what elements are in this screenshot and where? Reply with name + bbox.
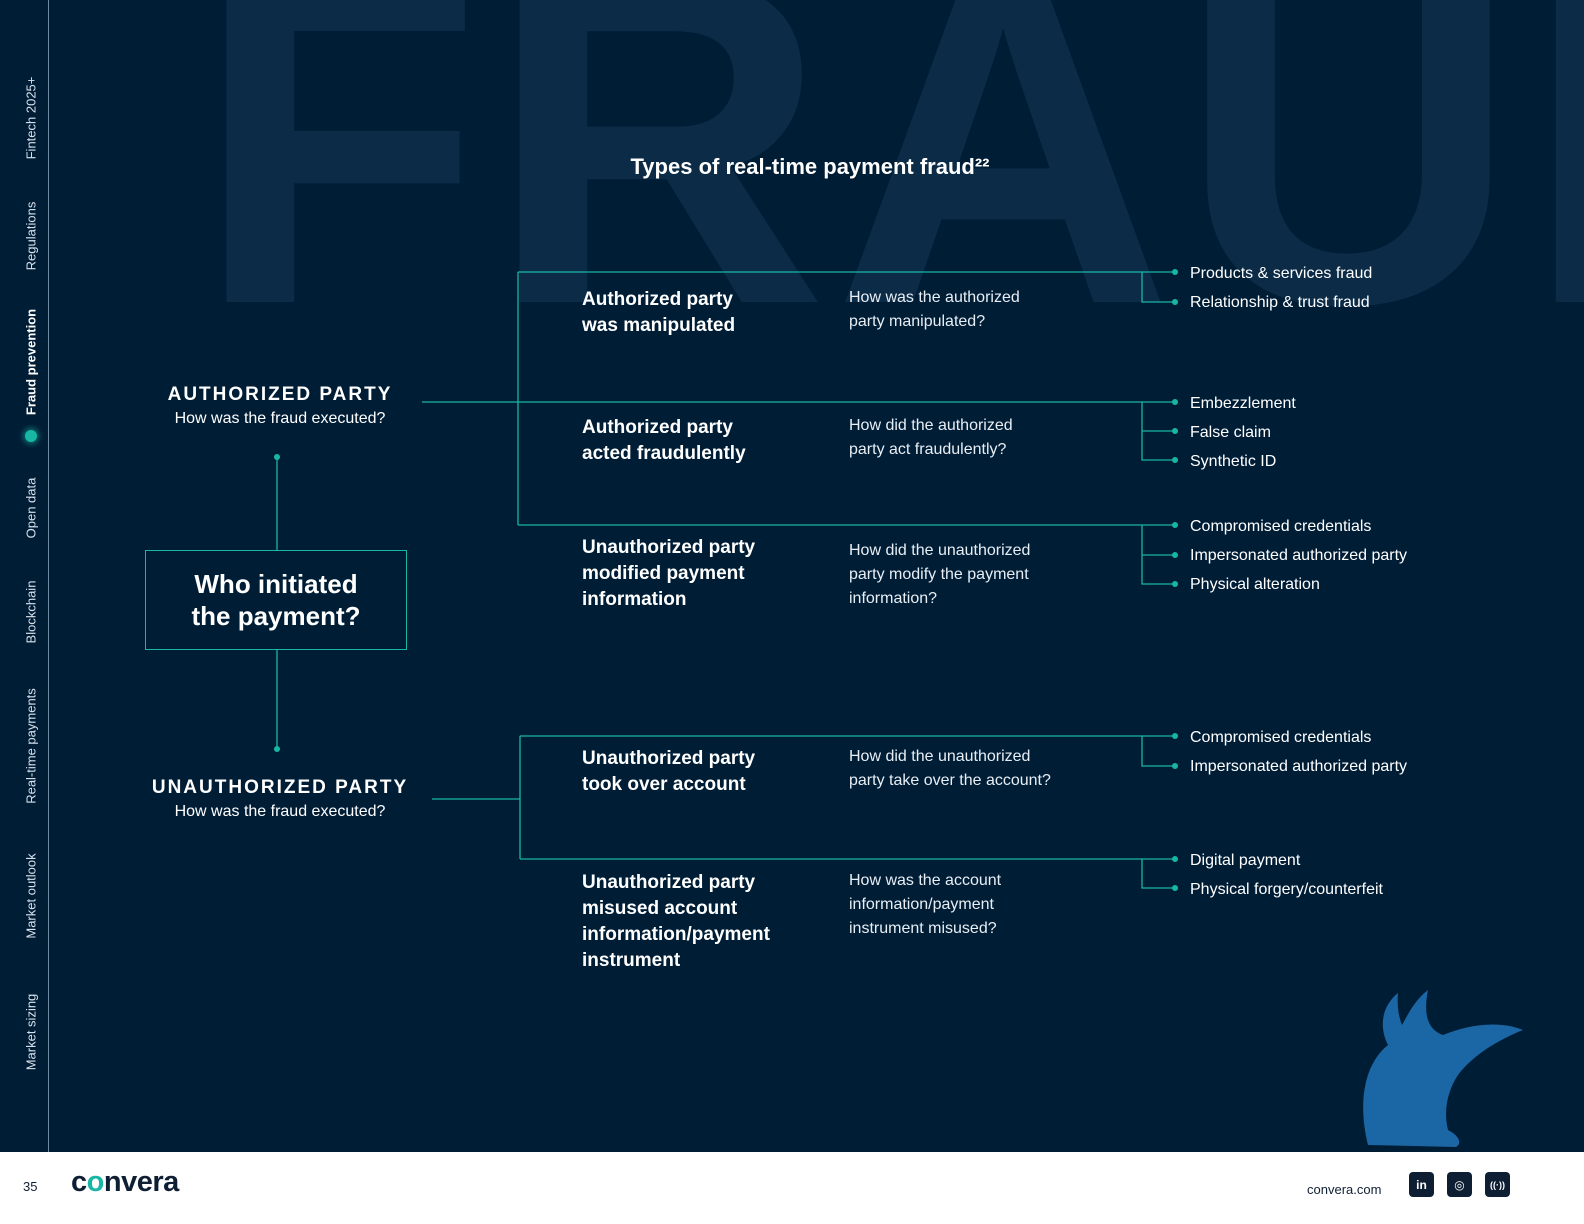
root-question-box: Who initiated the payment? <box>145 550 407 650</box>
question-line: information/payment <box>849 896 994 913</box>
sidebar: Fintech 2025+ Regulations Fraud preventi… <box>0 0 49 1152</box>
linkedin-icon[interactable]: in <box>1409 1172 1434 1197</box>
question-line: party manipulated? <box>849 313 986 330</box>
leaf-digital-payment: Digital payment <box>1190 852 1301 869</box>
leaf-dot <box>1172 733 1178 739</box>
category-line: was manipulated <box>582 315 736 336</box>
unauthorized-party-node: UNAUTHORIZED PARTY How was the fraud exe… <box>135 777 425 821</box>
stem-bottom-dot <box>274 746 280 752</box>
leaf-bracket-2 <box>1141 401 1173 461</box>
logo-text: nvera <box>103 1166 179 1198</box>
griffin-stamp-image <box>1363 990 1523 1147</box>
question-line: instrument misused? <box>849 920 997 937</box>
category-authorized-fraudulent: Authorized party acted fraudulently <box>582 415 822 467</box>
question-line: party act fraudulently? <box>849 441 1007 458</box>
category-unauthorized-misused: Unauthorized party misused account infor… <box>582 870 822 974</box>
category-line: Authorized party <box>582 417 733 438</box>
leaf-embezzlement: Embezzlement <box>1190 395 1296 412</box>
leaf-bracket-1 <box>1141 272 1173 303</box>
watermark-text: FRAUD <box>195 0 1584 402</box>
root-question-line-1: Who initiated <box>194 569 358 599</box>
category-authorized-manipulated: Authorized party was manipulated <box>582 287 822 339</box>
question-unauthorized-takeover: How did the unauthorized party take over… <box>849 745 1109 793</box>
category-line: acted fraudulently <box>582 443 746 464</box>
leaf-dot <box>1172 763 1178 769</box>
leaf-products-services-fraud: Products & services fraud <box>1190 265 1373 282</box>
connector-lines <box>274 269 1178 891</box>
leaf-bracket-5 <box>1141 859 1173 889</box>
leaf-compromised-credentials: Compromised credentials <box>1190 518 1372 535</box>
leaf-dot <box>1172 457 1178 463</box>
leaf-dot <box>1172 522 1178 528</box>
authorized-party-node: AUTHORIZED PARTY How was the fraud execu… <box>150 384 410 428</box>
category-line: Authorized party <box>582 289 733 310</box>
diagram-title: Types of real-time payment fraud²² <box>630 154 990 179</box>
category-line: information <box>582 589 687 610</box>
question-authorized-manipulated: How was the authorized party manipulated… <box>849 286 1109 334</box>
unauthorized-party-question: How was the fraud executed? <box>174 803 386 820</box>
category-line: information/payment <box>582 924 770 945</box>
leaf-dot <box>1172 269 1178 275</box>
category-unauthorized-takeover: Unauthorized party took over account <box>582 746 822 798</box>
question-line: party take over the account? <box>849 772 1051 789</box>
category-unauthorized-modified: Unauthorized party modified payment info… <box>582 535 822 613</box>
category-line: instrument <box>582 950 681 971</box>
main-canvas: FRAUD Fintech 2025+ Regulations Fraud pr… <box>0 0 1584 1152</box>
leaf-dot <box>1172 885 1178 891</box>
leaf-dot <box>1172 552 1178 558</box>
question-line: How did the unauthorized <box>849 542 1031 559</box>
leaf-bracket-3 <box>1141 525 1173 585</box>
podcast-icon[interactable]: ((·)) <box>1485 1172 1510 1197</box>
leaf-relationship-trust-fraud: Relationship & trust fraud <box>1190 294 1370 311</box>
leaf-bracket-4 <box>1141 736 1173 767</box>
category-line: took over account <box>582 774 746 795</box>
question-line: How was the authorized <box>849 289 1020 306</box>
leaf-compromised-credentials: Compromised credentials <box>1190 729 1372 746</box>
leaf-dot <box>1172 399 1178 405</box>
convera-logo[interactable]: convera <box>71 1166 179 1199</box>
question-line: party modify the payment <box>849 566 1029 583</box>
footer: 35 convera convera.com in ◎ ((·)) <box>0 1152 1584 1224</box>
leaf-dot <box>1172 581 1178 587</box>
question-line: How was the account <box>849 872 1002 889</box>
unauthorized-party-label: UNAUTHORIZED PARTY <box>151 777 409 798</box>
question-line: How did the unauthorized <box>849 748 1031 765</box>
question-unauthorized-misused: How was the account information/payment … <box>849 869 1109 941</box>
category-line: modified payment <box>582 563 745 584</box>
category-line: Unauthorized party <box>582 537 756 558</box>
leaf-impersonated-authorized-party: Impersonated authorized party <box>1190 758 1408 775</box>
website-link[interactable]: convera.com <box>1307 1182 1382 1197</box>
logo-text: c <box>71 1166 87 1198</box>
category-line: Unauthorized party <box>582 748 756 769</box>
question-authorized-fraudulent: How did the authorized party act fraudul… <box>849 414 1109 462</box>
leaf-dot <box>1172 428 1178 434</box>
question-line: information? <box>849 590 938 607</box>
instagram-icon[interactable]: ◎ <box>1447 1172 1472 1197</box>
leaf-dot <box>1172 299 1178 305</box>
authorized-party-label: AUTHORIZED PARTY <box>167 384 393 405</box>
stem-top-dot <box>274 454 280 460</box>
root-question-line-2: the payment? <box>191 601 361 631</box>
leaf-impersonated-authorized-party: Impersonated authorized party <box>1190 547 1408 564</box>
category-line: Unauthorized party <box>582 872 756 893</box>
page-number: 35 <box>23 1179 38 1194</box>
logo-accent-letter: o <box>86 1166 105 1198</box>
active-indicator-dot <box>25 430 37 442</box>
question-unauthorized-modified: How did the unauthorized party modify th… <box>849 539 1109 611</box>
leaf-physical-alteration: Physical alteration <box>1190 576 1320 593</box>
leaf-physical-forgery-counterfeit: Physical forgery/counterfeit <box>1190 881 1383 898</box>
question-line: How did the authorized <box>849 417 1013 434</box>
category-line: misused account <box>582 898 738 919</box>
leaf-dot <box>1172 856 1178 862</box>
authorized-party-question: How was the fraud executed? <box>174 410 386 427</box>
leaf-false-claim: False claim <box>1190 424 1271 441</box>
leaf-synthetic-id: Synthetic ID <box>1190 453 1277 470</box>
